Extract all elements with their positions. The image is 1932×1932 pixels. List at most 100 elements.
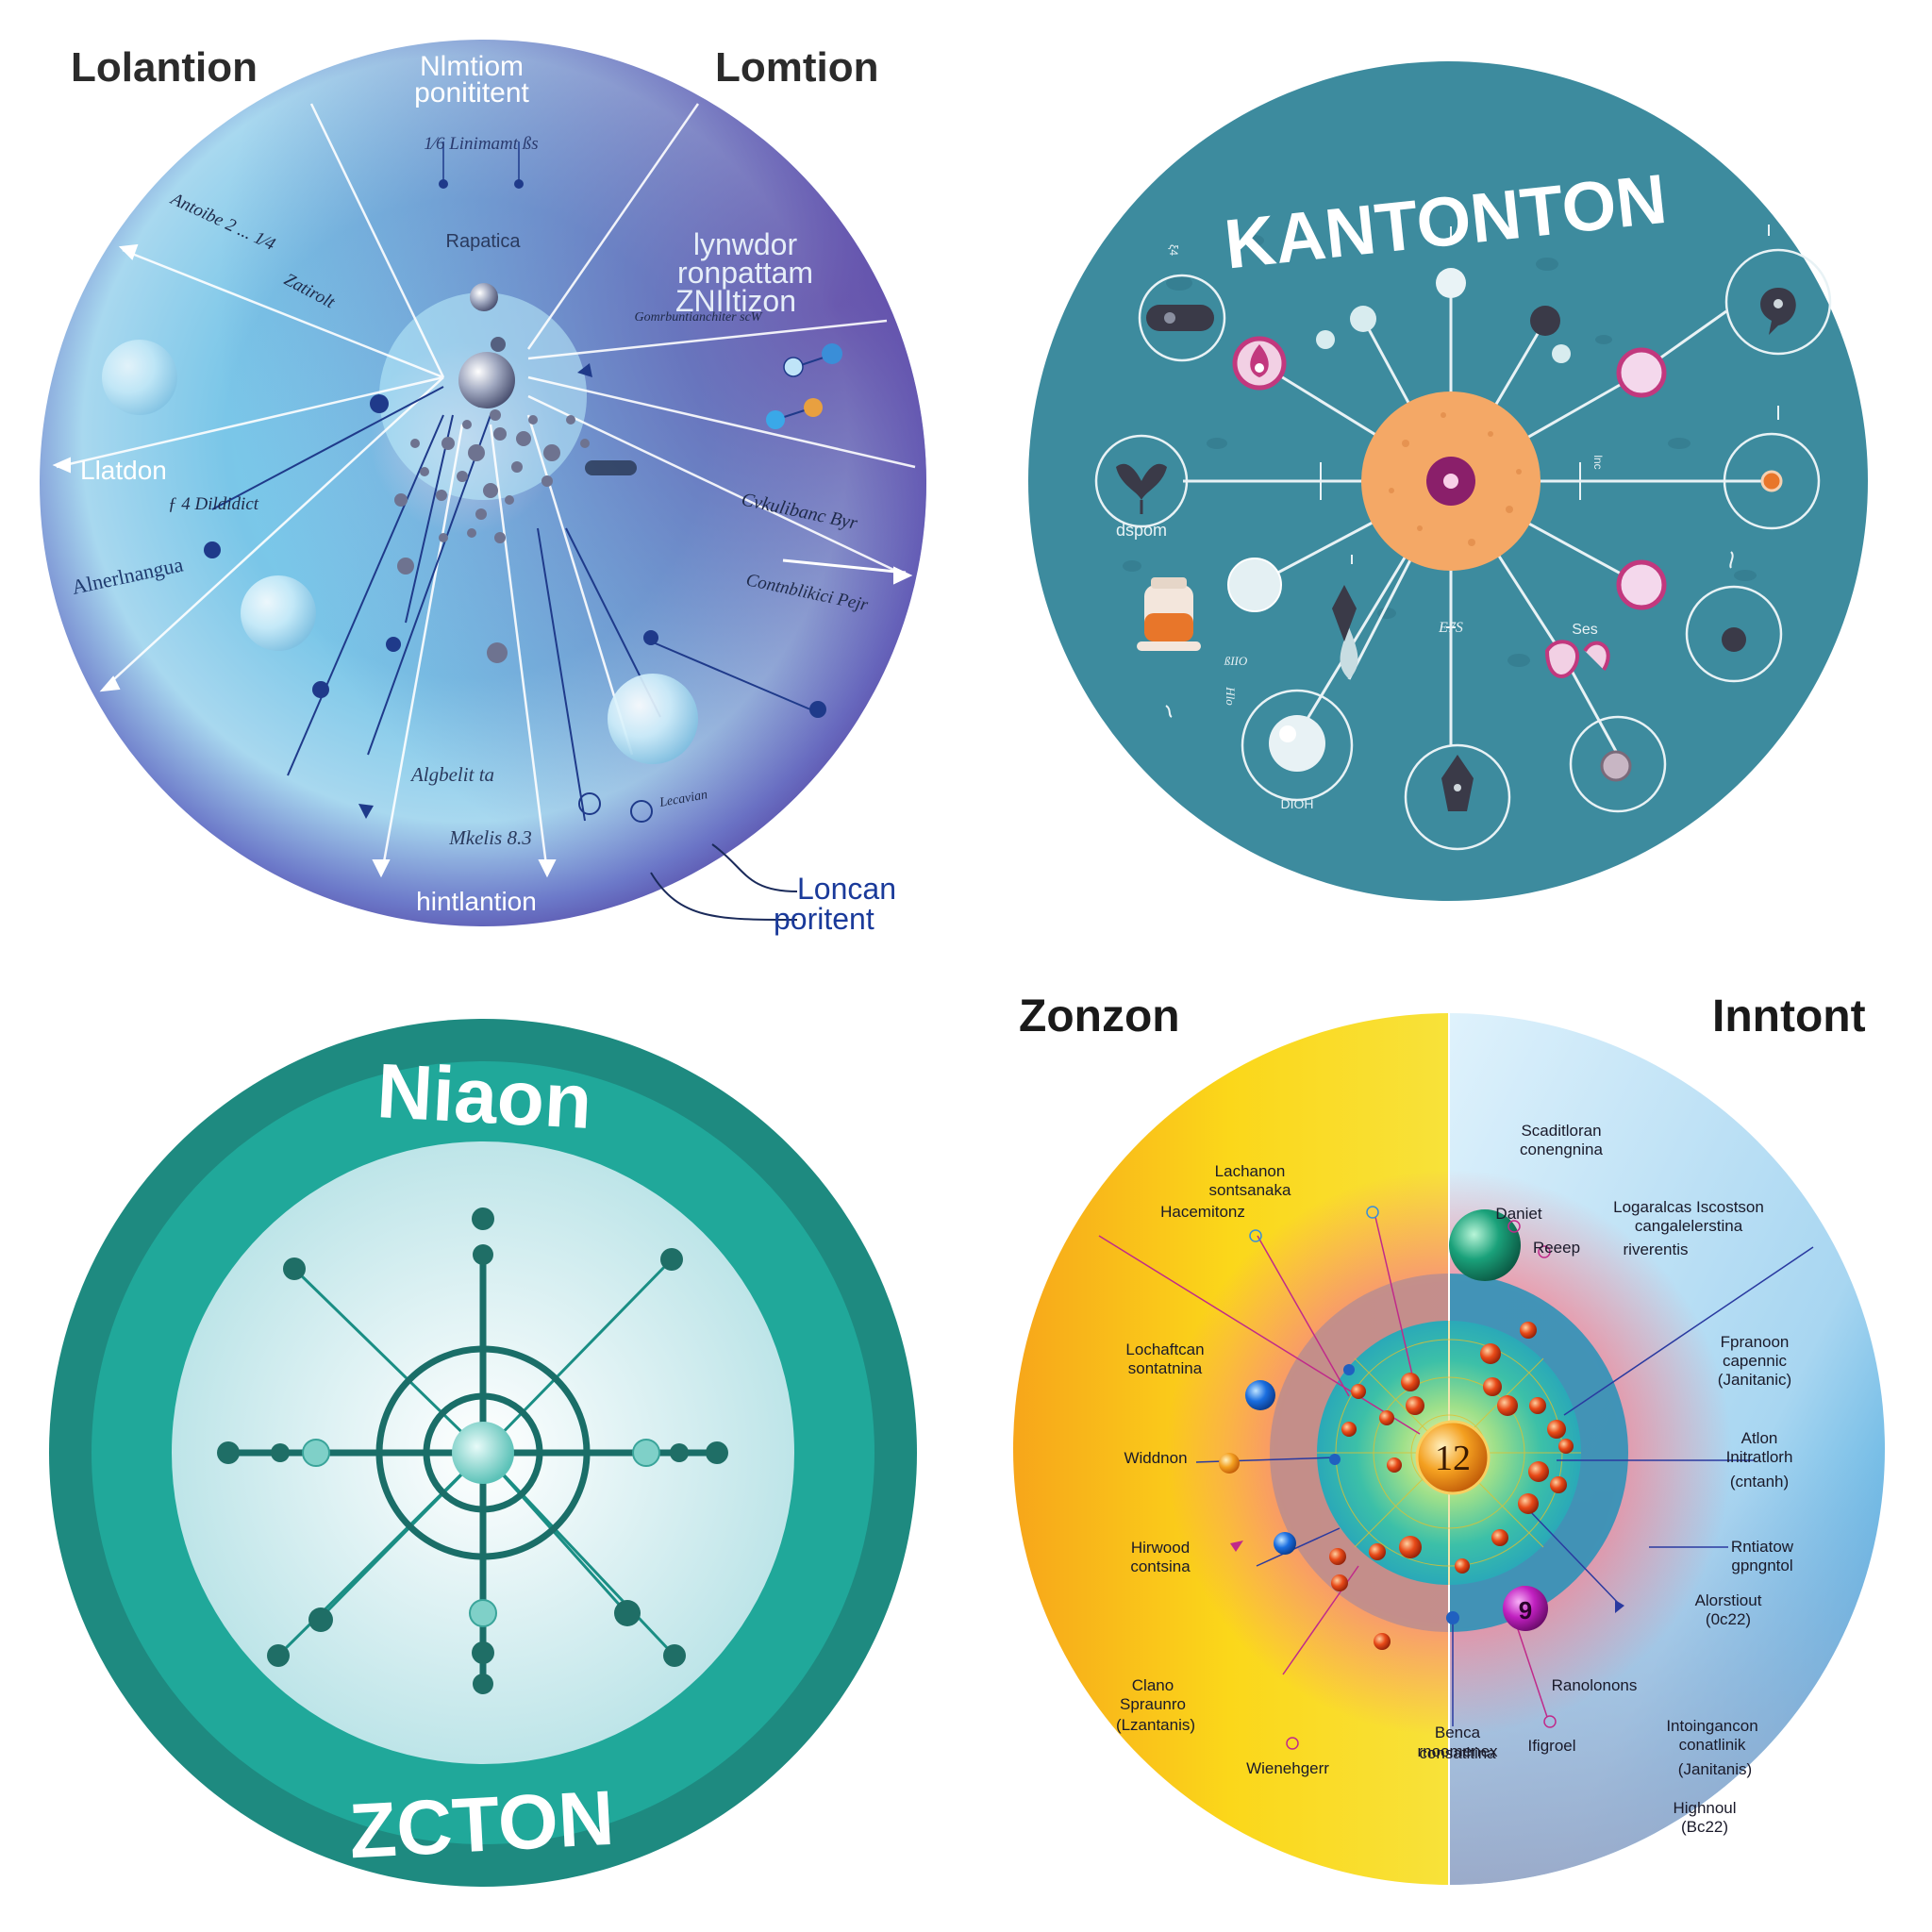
panel-top-right: KANTONTON dspom E7S Ses DIOH ξ4 lnc ßIIO…	[1028, 61, 1868, 901]
br-label-top-3-l1: Logaralcas Iscostson	[1613, 1198, 1764, 1216]
br-leaders-blue	[1195, 1246, 1814, 1726]
tr-node-top	[1436, 268, 1466, 298]
br-label-top-1-l1: Daniet	[1495, 1205, 1541, 1223]
tl-top-title-1: Nlmtiom	[420, 51, 524, 82]
tr-label-rot-2: Hlo	[1224, 686, 1238, 706]
tl-open-circles	[578, 792, 653, 823]
panel-bottom-left: Niaon ZCTON	[49, 1019, 917, 1887]
tr-capsule-icon	[1146, 305, 1214, 331]
br-label-left-2-l1: Lochaftcan	[1125, 1341, 1204, 1358]
panel-bottom-right: 12 9 Zonzon Inntont HacemitonzLachanonso…	[1013, 991, 1885, 1887]
tl-bubble-3	[608, 674, 698, 764]
tl-right-small-1: Gomrbuntianchiter scW	[635, 310, 763, 325]
br-label-left-5-l2: Spraunro	[1120, 1695, 1186, 1713]
br-label-right-2-l1: Atlon	[1741, 1429, 1778, 1447]
tl-blue-arrowheads	[358, 363, 592, 819]
br-label-right-0-l1: Fpranoon	[1721, 1333, 1790, 1351]
br-label-left-1-l1: Lachanon	[1215, 1162, 1286, 1180]
tl-bubble-1	[102, 340, 177, 415]
br-label-top-0-l2: conengnina	[1520, 1141, 1603, 1158]
tr-drop-highlight	[1255, 363, 1264, 373]
tr-speech-dot	[1774, 299, 1783, 308]
tl-callout-2: poritent	[774, 902, 874, 936]
br-label-right-7-l1: Intoingancon	[1666, 1717, 1757, 1735]
br-label-bottom-1-l1: consatltina	[1419, 1744, 1496, 1762]
tl-right-block-3: ZNIItizon	[675, 284, 796, 318]
br-label-top-2-l1: Reeep	[1533, 1239, 1580, 1257]
tl-bottom-1: Algbelit ta	[409, 763, 494, 786]
br-label-right-9-l2: (Bc22)	[1681, 1818, 1728, 1836]
tr-label-rot-1: ßIIO	[1224, 654, 1248, 668]
tr-pen-dot	[1454, 784, 1461, 791]
br-label-right-5-l1: Alorstiout	[1695, 1591, 1762, 1609]
tr-drop-icon	[1250, 344, 1269, 377]
tl-bubble-2	[241, 575, 316, 651]
tr-node-pink-lower	[1616, 559, 1667, 610]
br-blue-ball-1	[1245, 1380, 1275, 1410]
tl-small-pins	[442, 142, 520, 184]
tr-node-dark	[1530, 306, 1560, 336]
br-center-ball	[1415, 1420, 1491, 1495]
br-arrowhead-1	[1615, 1600, 1624, 1613]
br-label-left-7-l1: Wienehgerr	[1246, 1759, 1329, 1777]
tr-label-e7s: E7S	[1438, 620, 1463, 636]
tl-capsule	[585, 460, 637, 475]
tl-molecule-pair-1	[783, 343, 842, 377]
tr-diamond-dark	[1332, 585, 1357, 641]
tl-tiny-sphere	[491, 337, 506, 352]
tr-tick-marks	[1320, 226, 1581, 628]
tl-small-sphere	[470, 283, 498, 311]
tr-label-dspom: dspom	[1116, 521, 1167, 540]
panel-top-left: Lolantion Lomtion Nlmtiom ponititent 1⁄6…	[40, 40, 926, 936]
br-green-sphere	[1449, 1209, 1521, 1281]
tr-pen-icon	[1441, 755, 1474, 811]
bl-light-dots	[302, 1439, 660, 1627]
tr-capsule-dot	[1164, 312, 1175, 324]
bl-dark-dots	[217, 1208, 728, 1694]
bl-bottom-text: ZCTON	[347, 1775, 616, 1875]
br-label-left-4-l2: contsina	[1130, 1557, 1191, 1575]
br-blue-ball-2	[1274, 1532, 1296, 1555]
tr-node-tl	[1350, 306, 1376, 332]
br-label-right-3-l1: (cntanh)	[1730, 1473, 1789, 1491]
br-orange-ball	[1219, 1453, 1240, 1474]
br-label-left-2-l2: sontatnina	[1128, 1359, 1203, 1377]
tr-label-tick-right: lnc	[1591, 455, 1605, 469]
br-pin-circles	[1249, 1206, 1557, 1750]
tr-speech-icon	[1760, 288, 1796, 335]
br-label-left-5-l1: Clano	[1132, 1676, 1174, 1694]
br-center-number: 12	[1435, 1439, 1471, 1478]
tr-ring-circles	[1094, 248, 1832, 851]
tr-node-pink-right	[1616, 347, 1667, 398]
br-label-right-1-l1: (Janitanic)	[1718, 1371, 1791, 1389]
bl-center-orb	[452, 1422, 514, 1484]
br-magenta-ball	[1503, 1586, 1548, 1631]
tr-tiny-marks	[1165, 225, 1779, 718]
br-label-right-7-l2: conatlinik	[1679, 1736, 1746, 1754]
tl-callout-line-2	[650, 872, 798, 921]
tr-heart-icon	[1544, 640, 1610, 678]
tl-left-mid-2: ƒ 4 Dildidict	[168, 494, 259, 514]
br-label-right-6-l1: Ranolonons	[1552, 1676, 1638, 1694]
br-label-top-0-l1: Scaditloran	[1521, 1122, 1601, 1140]
tr-dark-dot	[1722, 627, 1746, 652]
tr-core-speckles	[1389, 412, 1522, 546]
tl-dot-b	[487, 642, 508, 663]
br-label-left-1-l2: sontsanaka	[1209, 1181, 1291, 1199]
tl-right-block-2: ronpattam	[677, 256, 813, 290]
tl-dot-left	[370, 394, 389, 413]
br-small-number: 9	[1519, 1596, 1532, 1624]
br-label-bottom-2-l1: Ifigroel	[1527, 1737, 1575, 1755]
br-label-right-5-l2: (0c22)	[1706, 1610, 1751, 1628]
br-label-bottom-0-l1: Benca	[1435, 1724, 1481, 1741]
tl-top-title-2: ponititent	[414, 77, 529, 108]
br-label-right-4-l1: Rntiatow	[1731, 1538, 1794, 1556]
br-label-left-4-l1: Hirwood	[1131, 1539, 1190, 1557]
tr-label-ses: Ses	[1572, 622, 1598, 638]
tr-core-nucleus-dot	[1443, 474, 1458, 489]
br-label-right-0-l2: capennic	[1723, 1352, 1788, 1370]
tr-jar-icon	[1137, 577, 1201, 651]
br-label-top-3-l2: cangalelerstina	[1635, 1217, 1743, 1235]
tl-corner-right: Lomtion	[715, 44, 879, 91]
